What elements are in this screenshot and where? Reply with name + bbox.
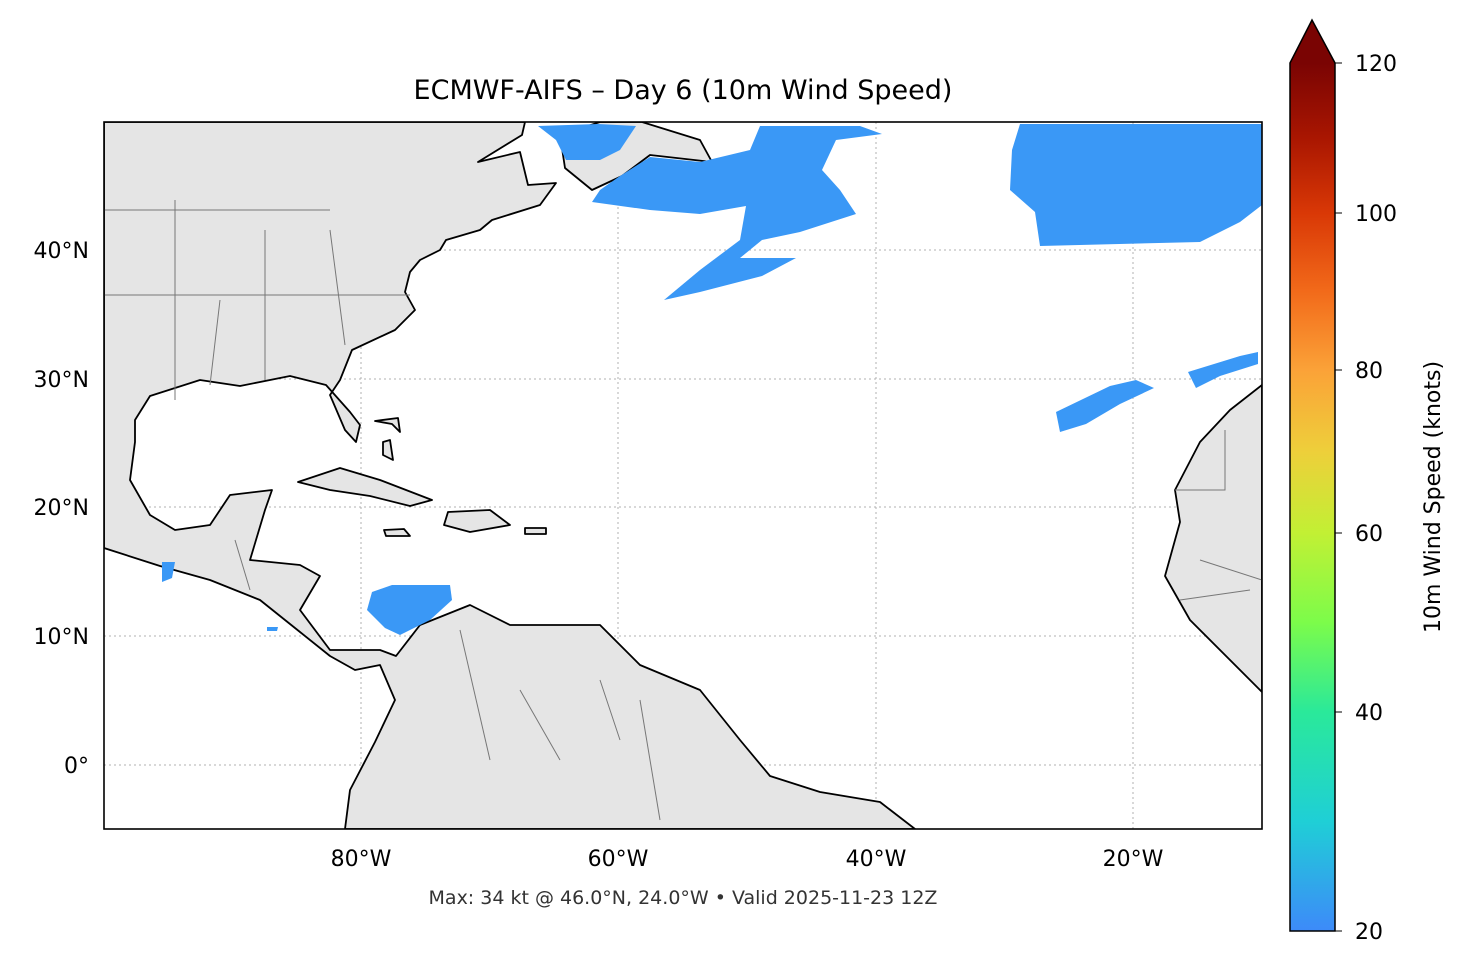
land-jamaica [383, 528, 411, 537]
colorbar-outline [1289, 18, 1336, 932]
colorbar-tick-label: 80 [1355, 359, 1383, 384]
wind-area-ne-atlantic [1010, 124, 1262, 246]
colorbar: 20 40 60 80 100 120 10m Wind Speed (knots) [1289, 18, 1446, 945]
land-cuba [297, 467, 433, 507]
lat-tick-label: 30°N [34, 368, 89, 393]
footer-max-valid: Max: 34 kt @ 46.0°N, 24.0°W • Valid 2025… [429, 887, 938, 909]
lon-tick-label: 40°W [846, 847, 907, 872]
land-bahamas [374, 417, 401, 461]
land-puerto-rico [524, 527, 547, 535]
gridlines [104, 122, 1262, 829]
lon-tick-label: 80°W [331, 847, 392, 872]
lat-axis: 40°N 30°N 20°N 10°N 0° [34, 239, 89, 779]
land-africa [1164, 384, 1262, 693]
colorbar-tick-label: 120 [1355, 52, 1397, 77]
colorbar-gradient [1290, 63, 1335, 931]
lat-tick-label: 0° [64, 754, 89, 779]
land-hispaniola [443, 509, 511, 533]
lon-axis: 80°W 60°W 40°W 20°W [331, 847, 1164, 872]
lon-tick-label: 20°W [1103, 847, 1164, 872]
wind-area-subtropical-east-1 [1056, 380, 1154, 432]
wind-area-gulf-st-lawrence [538, 124, 636, 160]
political-borders [104, 200, 1262, 821]
wind-area-pacific-small [162, 562, 278, 631]
wind-area-subtropical-east-2 [1188, 352, 1258, 388]
wind-speed-field [162, 124, 1262, 635]
colorbar-label: 10m Wind Speed (knots) [1421, 361, 1446, 633]
lat-tick-label: 40°N [34, 239, 89, 264]
colorbar-tick-label: 100 [1355, 202, 1397, 227]
wind-area-caribbean [367, 585, 452, 635]
chart-title: ECMWF-AIFS – Day 6 (10m Wind Speed) [414, 75, 953, 106]
lon-tick-label: 60°W [588, 847, 649, 872]
colorbar-tick-label: 20 [1355, 920, 1383, 945]
map-frame [103, 121, 1263, 830]
colorbar-tick-label: 40 [1355, 701, 1383, 726]
lat-tick-label: 20°N [34, 496, 89, 521]
land [104, 122, 1262, 829]
colorbar-tick-label: 60 [1355, 522, 1383, 547]
lat-tick-label: 10°N [34, 625, 89, 650]
wind-area-nw-atlantic [592, 126, 882, 300]
land-americas [104, 122, 916, 829]
map-area [104, 122, 1262, 829]
colorbar-extend-arrow [1290, 20, 1335, 63]
